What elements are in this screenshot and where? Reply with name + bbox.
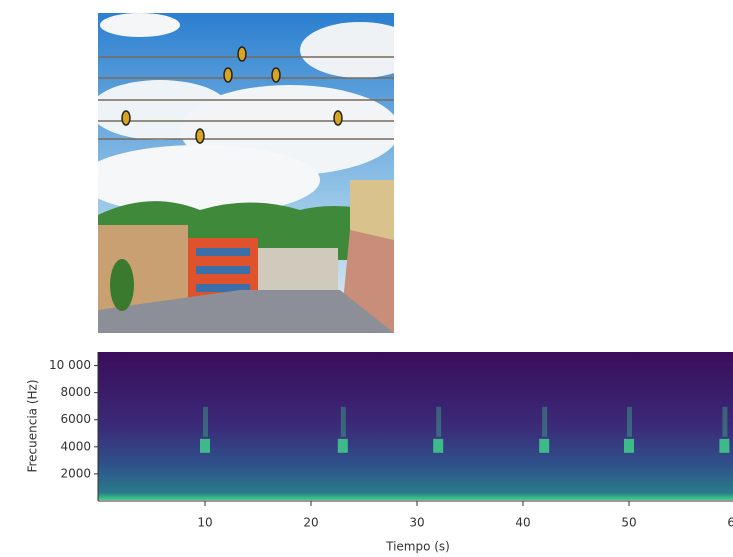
y-tick-label: 6000: [60, 412, 91, 426]
x-tick-label: 10: [197, 516, 212, 530]
x-tick-label: 60: [727, 516, 733, 530]
bird-call: [539, 438, 550, 453]
y-tick-label: 8000: [60, 385, 91, 399]
bird-call-harmonic: [627, 406, 632, 437]
y-tick-label: 2000: [60, 466, 91, 480]
bird-call: [719, 438, 730, 453]
x-tick-label: 30: [409, 516, 424, 530]
bird-call-harmonic: [436, 406, 442, 437]
y-tick-label: 10 000: [49, 358, 91, 372]
spectrogram-background: [98, 352, 733, 500]
x-tick-label: 20: [303, 516, 318, 530]
x-tick-label: 40: [515, 516, 530, 530]
illustration: [98, 13, 394, 333]
x-axis-label: Tiempo (s): [385, 540, 450, 554]
y-tick-label: 4000: [60, 439, 91, 453]
bird-call-harmonic: [203, 406, 208, 437]
bird-call-harmonic: [340, 406, 346, 437]
bird-call: [624, 438, 634, 453]
bird-call-harmonic: [542, 406, 548, 437]
bird-call: [433, 438, 444, 453]
x-tick-label: 50: [621, 516, 636, 530]
bird-call-harmonic: [722, 406, 728, 437]
bird-call: [200, 438, 210, 453]
bird-call: [337, 438, 348, 453]
y-axis-label: Frecuencia (Hz): [26, 379, 40, 472]
